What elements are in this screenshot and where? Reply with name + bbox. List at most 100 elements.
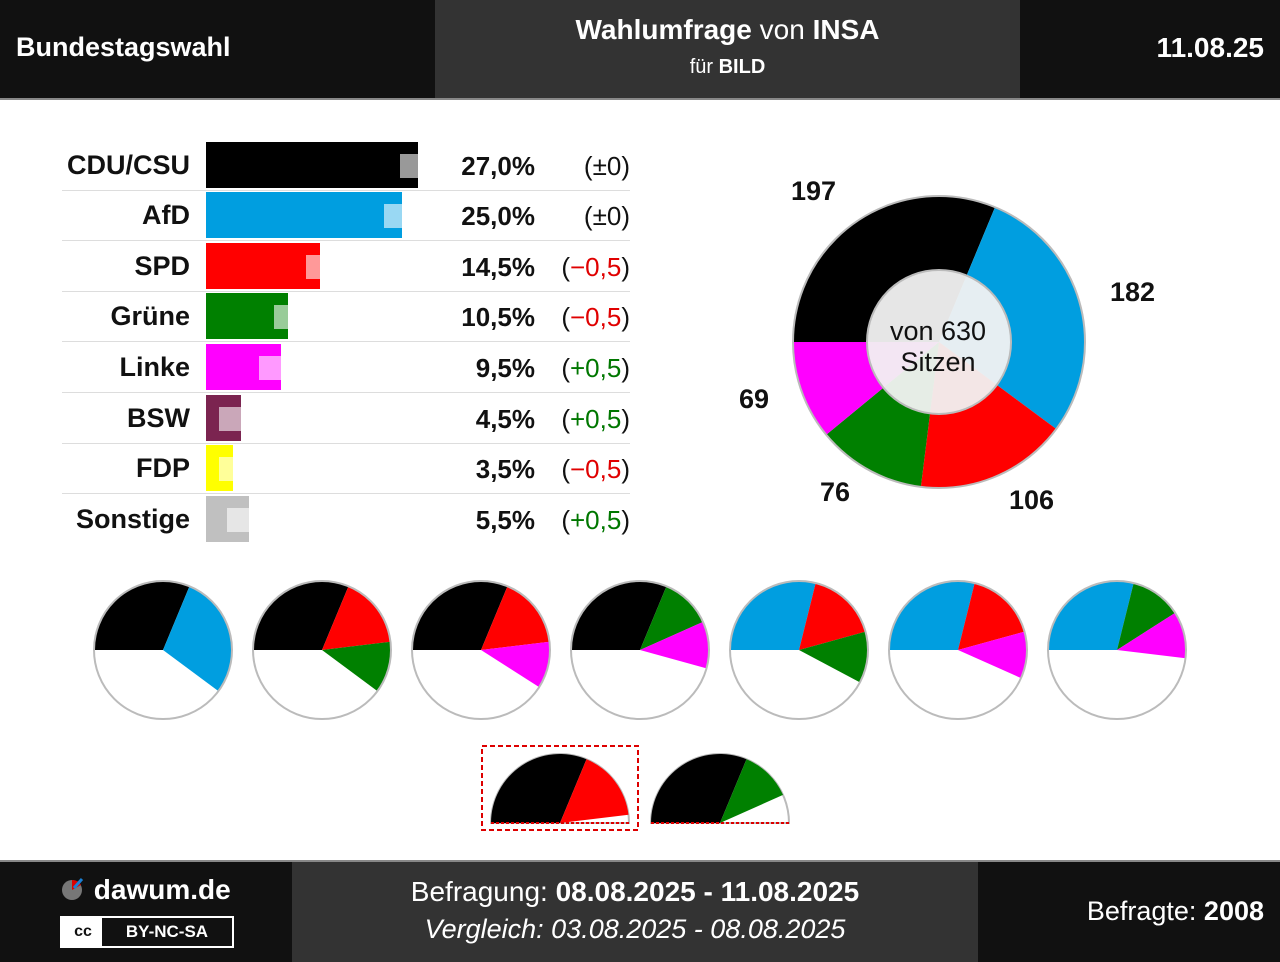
poll-word: Wahlumfrage xyxy=(575,14,752,45)
seat-label-afd: 182 xyxy=(1110,277,1156,307)
poll-title: Wahlumfrage von INSA xyxy=(435,14,1020,46)
coalition-pie xyxy=(411,580,551,720)
license-text: BY-NC-SA xyxy=(102,918,232,946)
compare-dates-line: Vergleich: 03.08.2025 - 08.08.2025 xyxy=(292,914,978,945)
previous-value-marker xyxy=(384,204,421,228)
header-bar: Bundestagswahl Wahlumfrage von INSA für … xyxy=(0,0,1280,100)
poll-date: 11.08.25 xyxy=(1156,32,1264,63)
seat-donut-outline xyxy=(792,195,1086,489)
coalition-slice xyxy=(1117,612,1186,659)
value-label: 10,5% xyxy=(461,302,535,332)
coalition-slice xyxy=(958,583,1025,650)
coalition-slice xyxy=(799,631,868,683)
election-title: Bundestagswahl xyxy=(16,32,231,62)
client-prefix: für xyxy=(689,56,714,78)
previous-value-marker xyxy=(399,154,436,178)
coalition-slice xyxy=(481,586,550,650)
bar-row-bsw: BSW 4,5% (+0,5) xyxy=(62,393,630,444)
party-label: Grüne xyxy=(110,301,190,331)
seat-slice-1 xyxy=(939,207,1085,429)
bar-cducsu xyxy=(206,142,418,188)
party-label: AfD xyxy=(142,200,190,230)
license-badge[interactable]: cc BY-NC-SA xyxy=(60,916,234,948)
site-name: dawum.de xyxy=(93,874,231,905)
coalition-slice xyxy=(1117,583,1176,650)
coalition-outline xyxy=(411,580,551,720)
client-name: BILD xyxy=(718,56,766,78)
coalition-slice xyxy=(640,586,704,650)
coalition-slice xyxy=(889,581,975,650)
half-pie-slice xyxy=(651,754,747,823)
bar-row-afd: AfD 25,0% (±0) xyxy=(62,190,630,241)
compare-label: Vergleich: xyxy=(424,914,544,944)
dawum-logo-icon xyxy=(62,878,84,900)
change-label: (±0) xyxy=(583,151,630,181)
survey-period: Befragung: 08.08.2025 - 11.08.2025 Vergl… xyxy=(292,862,978,962)
party-label: BSW xyxy=(127,403,190,433)
bar-afd xyxy=(206,192,403,238)
seat-total-line2: Sitzen xyxy=(900,347,976,377)
seat-distribution-chart xyxy=(792,195,1086,489)
half-pie-slice xyxy=(491,754,587,823)
change-label: (±0) xyxy=(583,201,630,231)
footer-branding: dawum.de cc BY-NC-SA xyxy=(0,862,292,962)
coalition-slice xyxy=(958,631,1027,679)
respondents: Befragte: 2008 xyxy=(1087,896,1264,927)
site-logo[interactable]: dawum.de xyxy=(60,874,231,906)
value-label: 3,5% xyxy=(475,454,535,484)
value-label: 9,5% xyxy=(475,353,535,383)
change-label: (+0,5) xyxy=(561,404,630,434)
previous-value-marker xyxy=(219,457,256,481)
seat-label-spd: 106 xyxy=(1009,485,1055,515)
seat-label-gruene: 76 xyxy=(820,477,851,507)
coalition-pie xyxy=(570,580,710,720)
party-bar-chart: CDU/CSU 27,0% (±0) AfD 25,0% (±0) SPD 14… xyxy=(0,0,640,560)
coalition-slice xyxy=(163,586,232,692)
seat-label-cducsu: 197 xyxy=(791,176,837,206)
seat-total-label: von 630 Sitzen xyxy=(870,316,1006,378)
seat-label-linke: 69 xyxy=(739,384,770,414)
coalition-outline xyxy=(729,580,869,720)
bar-row-spd: SPD 14,5% (−0,5) xyxy=(62,241,630,292)
coalition-pie xyxy=(252,580,392,720)
value-label: 14,5% xyxy=(461,252,535,282)
previous-value-marker xyxy=(274,305,311,329)
coalition-outline xyxy=(93,580,233,720)
coalition-outline xyxy=(1047,580,1187,720)
coalition-slice xyxy=(730,581,816,650)
coalition-slice xyxy=(799,583,866,650)
coalition-slice xyxy=(322,586,391,650)
bar-spd xyxy=(206,243,320,289)
coalition-outline xyxy=(570,580,710,720)
coalition-pie xyxy=(729,580,869,720)
value-label: 4,5% xyxy=(475,404,535,434)
party-label: SPD xyxy=(134,251,190,281)
respondents-label: Befragte: xyxy=(1086,896,1197,926)
survey-dates: 08.08.2025 - 11.08.2025 xyxy=(555,876,860,907)
coalition-slice xyxy=(640,621,709,669)
coalition-slice xyxy=(322,641,391,692)
poll-client: für BILD xyxy=(435,56,1020,79)
change-label: (−0,5) xyxy=(561,252,630,282)
change-label: (−0,5) xyxy=(561,302,630,332)
coalition-slice xyxy=(1048,581,1134,650)
change-label: (−0,5) xyxy=(561,454,630,484)
party-label: Linke xyxy=(119,352,190,382)
survey-dates-line: Befragung: 08.08.2025 - 11.08.2025 xyxy=(292,876,978,908)
party-label: Sonstige xyxy=(75,504,190,534)
change-label: (+0,5) xyxy=(561,505,630,535)
bar-row-linke: Linke 9,5% (+0,5) xyxy=(62,342,630,393)
coalition-pie xyxy=(888,580,1028,720)
seat-total-line1: von 630 xyxy=(889,316,987,346)
footer-bar: dawum.de cc BY-NC-SA Befragung: 08.08.20… xyxy=(0,860,1280,962)
small-coalition-pie xyxy=(649,753,791,824)
coalition-pie xyxy=(1047,580,1187,720)
party-label: CDU/CSU xyxy=(66,150,190,180)
compare-dates: 03.08.2025 - 08.08.2025 xyxy=(551,914,846,944)
poll-info: Wahlumfrage von INSA für BILD xyxy=(435,0,1020,98)
change-label: (+0,5) xyxy=(561,353,630,383)
institute-name: INSA xyxy=(812,14,880,45)
bar-row-cducsu: CDU/CSU 27,0% (±0) xyxy=(62,140,630,191)
cc-icon: cc xyxy=(64,920,102,944)
coalition-outline xyxy=(252,580,392,720)
